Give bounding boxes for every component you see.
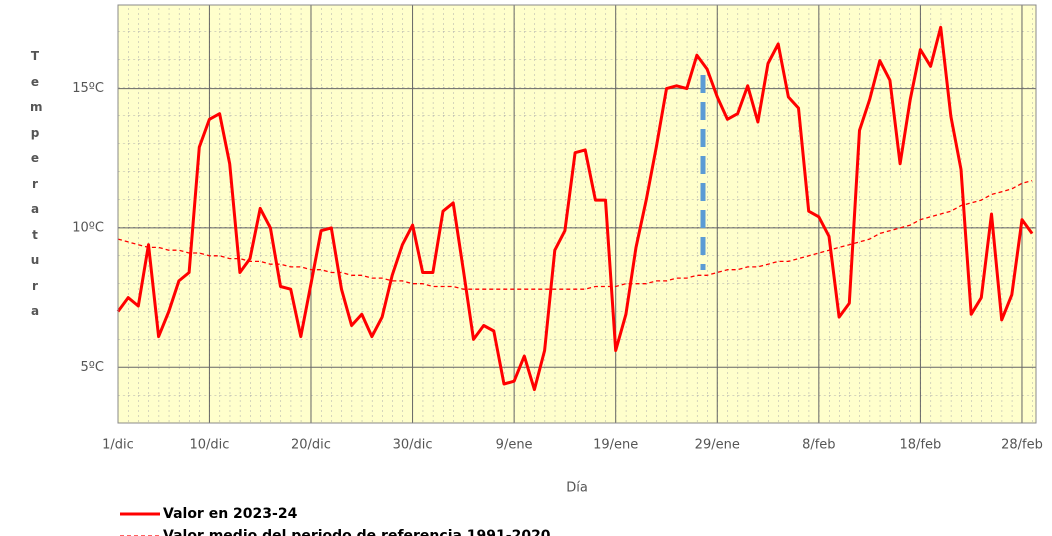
x-tick-label: 30/dic bbox=[393, 438, 433, 453]
legend-label: Valor en 2023-24 bbox=[163, 506, 298, 522]
legend-label: Valor medio del periodo de referencia 19… bbox=[163, 528, 551, 536]
x-tick-label: 1/dic bbox=[102, 438, 134, 453]
x-tick-label: 8/feb bbox=[802, 438, 835, 453]
x-tick-label: 9/ene bbox=[496, 438, 533, 453]
x-tick-label: 10/dic bbox=[189, 438, 229, 453]
y-axis-label: Temperatura bbox=[30, 49, 43, 318]
data-line bbox=[116, 25, 1034, 392]
x-tick-label: 20/dic bbox=[291, 438, 331, 453]
y-tick-label: 15ºC bbox=[72, 81, 104, 96]
data-line bbox=[117, 179, 1033, 290]
minor-grid bbox=[118, 5, 1036, 423]
y-tick-label: 10ºC bbox=[72, 220, 104, 235]
plot-border bbox=[117, 4, 1037, 424]
x-tick-label: 19/ene bbox=[593, 438, 638, 453]
x-tick-label: 18/feb bbox=[900, 438, 942, 453]
y-tick-label: 5ºC bbox=[81, 360, 104, 375]
x-axis-label: Día bbox=[566, 481, 588, 496]
x-tick-label: 29/ene bbox=[695, 438, 740, 453]
x-tick-label: 28/feb bbox=[1001, 438, 1043, 453]
